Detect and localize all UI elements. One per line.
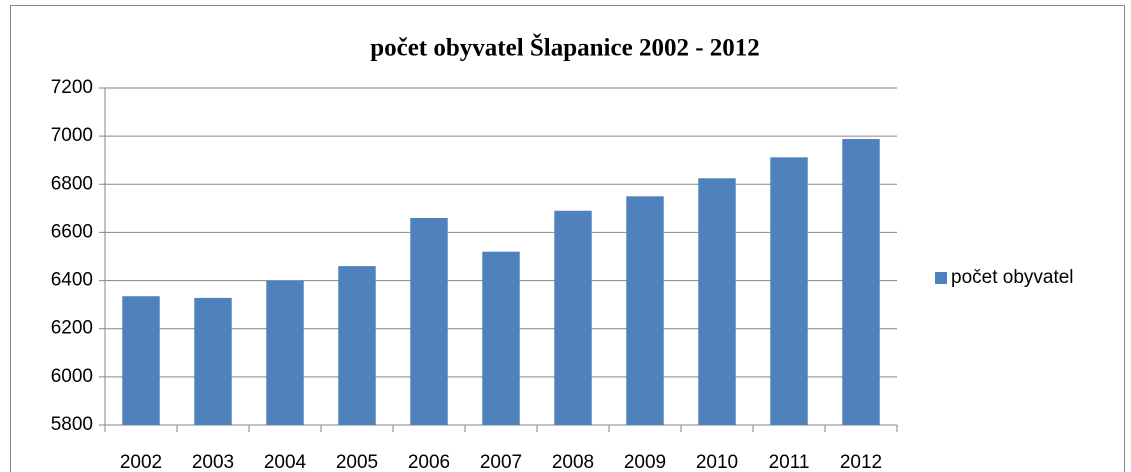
- y-tick-label: 5800: [51, 414, 93, 435]
- bar: [194, 297, 232, 425]
- bar: [410, 217, 448, 425]
- x-tick-label: 2011: [769, 452, 810, 472]
- y-tick-label: 6800: [51, 173, 93, 194]
- bar: [482, 251, 520, 425]
- y-tick-label: 6400: [51, 270, 93, 291]
- x-tick-label: 2009: [624, 452, 666, 472]
- x-tick-label: 2004: [264, 452, 307, 472]
- bar: [626, 196, 664, 425]
- bar: [842, 139, 880, 425]
- x-tick-label: 2003: [192, 452, 234, 472]
- bar: [770, 157, 808, 425]
- legend-swatch: [935, 272, 947, 284]
- bar: [698, 178, 736, 425]
- bar: [122, 296, 160, 425]
- x-tick-label: 2008: [552, 452, 594, 472]
- y-tick-label: 7000: [51, 125, 93, 146]
- legend-label: počet obyvatel: [951, 267, 1074, 288]
- x-tick-label: 2005: [336, 452, 378, 472]
- bar: [338, 266, 376, 425]
- y-tick-label: 6200: [51, 318, 93, 339]
- x-tick-label: 2007: [480, 452, 522, 472]
- chart-title: počet obyvatel Šlapanice 2002 - 2012: [370, 34, 760, 62]
- x-tick-label: 2002: [120, 452, 162, 472]
- x-tick-label: 2006: [408, 452, 450, 472]
- y-tick-label: 6000: [51, 366, 93, 387]
- y-tick-label: 7200: [51, 77, 93, 98]
- bar: [554, 210, 592, 425]
- bar: [266, 280, 304, 425]
- x-tick-label: 2010: [696, 452, 738, 472]
- x-tick-label: 2012: [840, 452, 882, 472]
- y-tick-label: 6600: [51, 221, 93, 242]
